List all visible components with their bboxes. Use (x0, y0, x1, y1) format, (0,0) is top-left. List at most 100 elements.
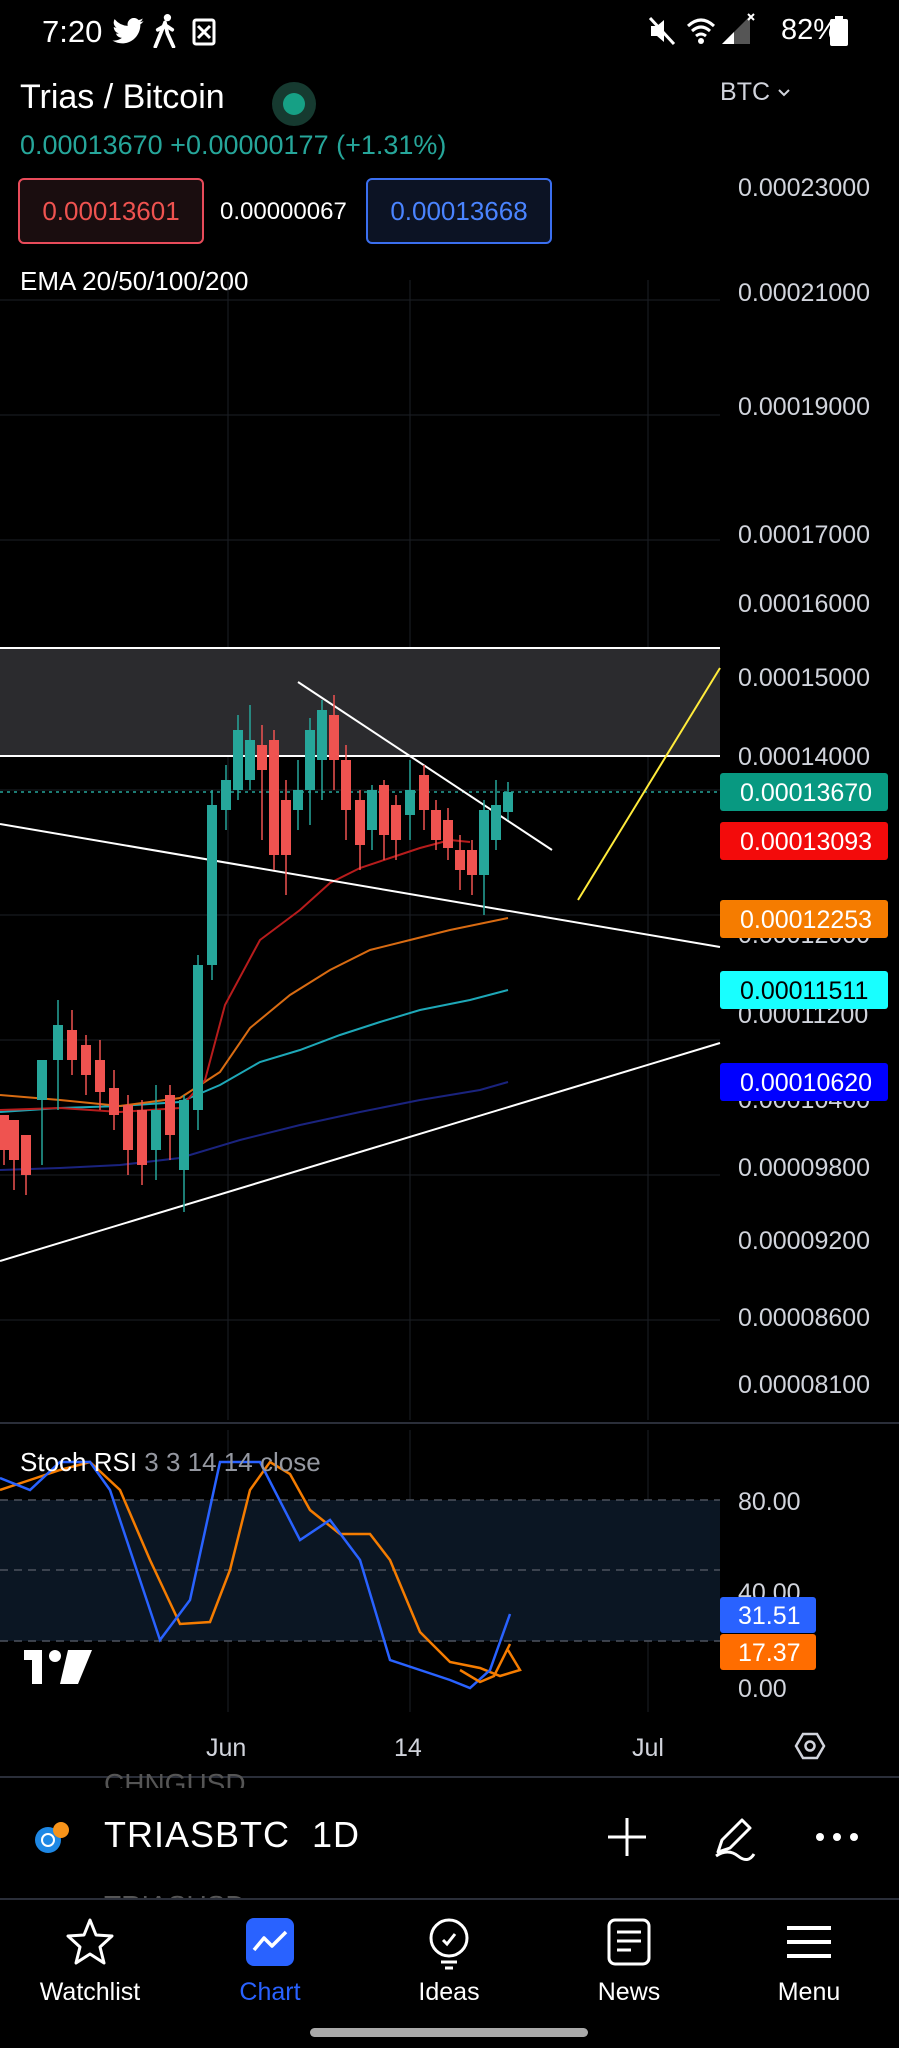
candle (37, 1060, 47, 1165)
price-axis-label: 0.00008100 (738, 1371, 870, 1399)
candle-body (165, 1095, 175, 1135)
coin-pair-icon (35, 1822, 69, 1853)
candle-body (443, 820, 453, 848)
menu-icon (787, 1926, 831, 1958)
star-icon (66, 1918, 114, 1965)
candle (305, 718, 315, 825)
currency-select[interactable]: BTC (720, 78, 791, 107)
candle-body (151, 1110, 161, 1150)
candle-body (245, 740, 255, 780)
symbol-interval[interactable]: 1D (312, 1814, 361, 1855)
candle-body (109, 1088, 119, 1115)
stoch-rsi-params: 3 3 14 14 close (144, 1447, 321, 1477)
candle-body (21, 1135, 31, 1175)
candle-body (67, 1030, 77, 1060)
candle (179, 1095, 189, 1212)
ema50-line (0, 917, 509, 1108)
price-axis-label: 0.00009800 (738, 1154, 870, 1182)
stoch-rsi-legend[interactable]: Stoch RSI 3 3 14 14 close (20, 1447, 321, 1478)
nav-label-ideas: Ideas (418, 1978, 480, 2006)
status-time: 7:20 (42, 14, 103, 49)
candle-body (329, 715, 339, 760)
candle (467, 840, 477, 895)
ema-indicator-legend[interactable]: EMA 20/50/100/200 (20, 266, 249, 296)
status-bar: 7:20 82% (0, 0, 899, 64)
stoch-badge-bg (720, 1634, 816, 1670)
candle (281, 780, 291, 895)
candle-body (419, 775, 429, 810)
candle-body (431, 810, 441, 840)
stoch-badge-bg (720, 1597, 816, 1633)
stoch-badge: 31.51 (720, 1597, 816, 1633)
candle-body (137, 1110, 147, 1165)
price-badge-bg (720, 822, 888, 860)
last-price: 0.00013670 (20, 130, 163, 160)
ema20-line (0, 838, 471, 1114)
currency-label: BTC (720, 78, 771, 106)
candle-body (0, 1115, 9, 1150)
price-badge-value: 0.00013093 (740, 828, 872, 856)
stoch-badge: 17.37 (720, 1634, 816, 1670)
candle (193, 955, 203, 1130)
nav-menu[interactable]: Menu (729, 1914, 889, 2007)
candle-body (233, 730, 243, 790)
nav-ideas[interactable]: Ideas (369, 1914, 529, 2007)
symbol-ticker: TRIASBTC (104, 1814, 291, 1855)
stoch-badge-value: 31.51 (738, 1602, 801, 1630)
candle (137, 1100, 147, 1185)
stoch-rsi-name: Stoch RSI (20, 1447, 138, 1477)
descending-support-line (0, 823, 721, 948)
grid (0, 280, 720, 1712)
walking-icon (153, 14, 176, 48)
candle (67, 1010, 77, 1075)
candle-body (491, 805, 501, 840)
price-chart[interactable]: 0.00023000 0.00021000 0.00019000 0.00017000… (0, 0, 899, 1776)
candle (317, 700, 327, 800)
symbol-title[interactable]: Trias / Bitcoin (20, 78, 225, 116)
draw-pen-icon[interactable] (708, 1812, 758, 1862)
candle (329, 695, 339, 790)
candle-body (355, 800, 365, 845)
time-axis: Jun 14 Jul (206, 1734, 664, 1762)
plus-icon[interactable] (602, 1812, 652, 1862)
time-axis-label: Jun (206, 1734, 246, 1762)
candle (151, 1085, 161, 1180)
candle (207, 790, 217, 980)
nav-chart[interactable]: Chart (190, 1914, 350, 2007)
ideas-icon (429, 1918, 469, 1970)
price-axis-label: 0.00017000 (738, 521, 870, 549)
symbol-name[interactable]: TRIASBTC 1D (104, 1814, 360, 1856)
twitter-icon (112, 18, 144, 44)
time-axis-label: 14 (394, 1734, 422, 1762)
home-indicator[interactable] (310, 2028, 588, 2037)
sell-button[interactable]: 0.00013601 (18, 178, 204, 244)
nav-news[interactable]: News (549, 1914, 709, 2007)
previous-symbol[interactable]: CHNGUSD (104, 1768, 246, 1788)
price-badge-bg (720, 773, 888, 811)
candle-body (281, 800, 291, 855)
candle-body (53, 1025, 63, 1060)
signal-icon (722, 13, 755, 44)
candle-body (293, 790, 303, 810)
buy-button[interactable]: 0.00013668 (366, 178, 552, 244)
stoch-badge-value: 17.37 (738, 1639, 801, 1667)
wifi-icon (686, 18, 716, 44)
battery-icon (830, 16, 848, 46)
nav-watchlist[interactable]: Watchlist (10, 1914, 170, 2007)
candle-body (379, 785, 389, 835)
bottom-nav: Watchlist Chart Ideas News Menu (0, 1898, 899, 2048)
price-badge: 0.00013670 (720, 773, 888, 811)
time-axis-label: Jul (632, 1734, 664, 1762)
candle (479, 800, 489, 915)
market-open-indicator[interactable] (272, 82, 316, 126)
next-symbol[interactable]: TRIASUSD (104, 1886, 246, 1900)
stoch-d-line (0, 1460, 522, 1678)
candle (443, 808, 453, 860)
price-badge-bg (720, 1063, 888, 1101)
candle (405, 760, 415, 840)
more-icon[interactable] (812, 1812, 862, 1862)
symbol-bar[interactable]: CHNGUSD TRIASBTC 1D TRIASUSD (0, 1768, 899, 1900)
price-change-line: 0.00013670 +0.00000177 (+1.31%) (20, 130, 446, 161)
nav-label-menu: Menu (777, 1978, 841, 2006)
